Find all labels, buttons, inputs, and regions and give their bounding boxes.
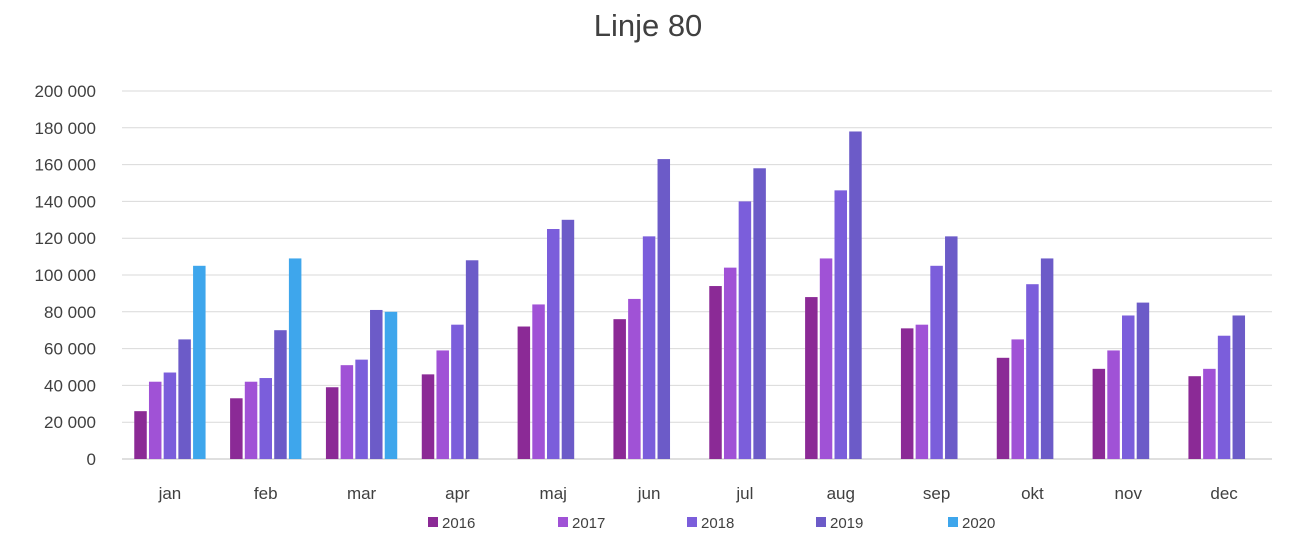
bar-2016-nov	[1092, 368, 1106, 459]
bar-2016-jun	[613, 319, 626, 459]
bar-2020-mar	[384, 311, 398, 459]
legend-swatch-2016	[428, 517, 438, 527]
y-tick-label: 180 000	[35, 119, 96, 138]
bar-2018-mar	[355, 359, 368, 459]
bar-2017-sep	[915, 324, 929, 459]
bar-2016-maj	[517, 326, 531, 459]
bar-2019-jul	[753, 168, 766, 459]
bar-2016-apr	[421, 374, 435, 459]
y-tick-label: 120 000	[35, 229, 96, 248]
bar-2016-dec	[1188, 376, 1201, 459]
bar-2018-sep	[930, 265, 943, 459]
bar-2017-nov	[1107, 350, 1120, 459]
bar-2018-dec	[1217, 335, 1231, 459]
legend-swatch-2018	[687, 517, 697, 527]
x-tick-label: jul	[735, 484, 753, 503]
legend-label: 2016	[442, 515, 475, 532]
legend-label: 2018	[701, 515, 734, 532]
y-tick-label: 140 000	[35, 192, 96, 211]
bar-2018-aug	[834, 190, 847, 460]
bar-2018-jul	[738, 201, 752, 459]
bar-2017-aug	[819, 258, 833, 459]
bar-2017-jun	[628, 298, 641, 459]
chart-title: Linje 80	[593, 8, 703, 43]
x-tick-label: aug	[827, 484, 855, 503]
bar-2019-feb	[274, 330, 287, 459]
legend-label: 2017	[572, 515, 605, 532]
bar-2019-okt	[1040, 258, 1054, 459]
legend-label: 2019	[830, 515, 863, 532]
bar-2018-maj	[547, 229, 560, 459]
bar-2017-apr	[436, 350, 449, 459]
bar-2017-jan	[148, 381, 162, 459]
bar-2020-feb	[288, 258, 302, 459]
bar-2017-jul	[723, 267, 737, 459]
bar-2019-jun	[657, 159, 671, 459]
bar-2019-aug	[849, 131, 862, 460]
y-tick-label: 80 000	[44, 303, 96, 322]
bar-2020-jan	[193, 265, 206, 459]
bar-2019-nov	[1136, 302, 1150, 459]
bar-2016-jul	[709, 286, 722, 459]
bar-2017-mar	[340, 365, 354, 459]
x-tick-label: apr	[445, 484, 470, 503]
legend-swatch-2017	[558, 517, 568, 527]
x-tick-label: dec	[1210, 484, 1238, 503]
bar-2016-sep	[900, 328, 914, 459]
x-axis-tick-labels: jan feb mar apr maj jun jul aug sep okt nov dec	[158, 484, 1239, 503]
bar-2016-jan	[134, 411, 147, 459]
bar-2018-jan	[163, 372, 177, 459]
bar-2016-mar	[325, 387, 339, 459]
bar-2016-feb	[230, 398, 243, 459]
bar-2019-sep	[945, 236, 958, 459]
bar-2018-okt	[1026, 284, 1039, 459]
legend-label: 2020	[962, 515, 995, 532]
bar-2019-apr	[465, 260, 479, 459]
bar-2017-dec	[1203, 368, 1216, 459]
bar-2017-okt	[1011, 339, 1024, 459]
legend-swatch-2020	[948, 517, 958, 527]
bar-2019-dec	[1232, 315, 1246, 459]
bar-2019-maj	[561, 219, 575, 459]
y-tick-label: 0	[87, 450, 96, 469]
bar-2017-maj	[532, 304, 545, 459]
x-tick-label: sep	[923, 484, 950, 503]
x-tick-label: maj	[540, 484, 567, 503]
y-tick-label: 200 000	[35, 82, 96, 101]
x-tick-label: jan	[158, 484, 182, 503]
bar-2018-jun	[642, 236, 656, 459]
y-tick-label: 20 000	[44, 413, 96, 432]
bar-2016-aug	[805, 297, 818, 459]
legend: 2016 2017 2018 2019 2020	[428, 515, 995, 532]
gridlines	[122, 90, 1272, 460]
x-tick-label: mar	[347, 484, 377, 503]
x-tick-label: feb	[254, 484, 278, 503]
legend-swatch-2019	[816, 517, 826, 527]
bar-2019-jan	[178, 339, 191, 459]
x-tick-label: jun	[637, 484, 661, 503]
y-tick-label: 40 000	[44, 376, 96, 395]
bar-2016-okt	[996, 357, 1010, 459]
bar-2018-feb	[259, 378, 272, 459]
x-tick-label: okt	[1021, 484, 1044, 503]
bar-2019-mar	[370, 309, 383, 459]
bar-2017-feb	[244, 381, 258, 459]
bar-2018-nov	[1122, 315, 1135, 459]
bar-2018-apr	[451, 324, 464, 459]
y-tick-label: 160 000	[35, 156, 96, 175]
y-tick-label: 100 000	[35, 266, 96, 285]
bars	[134, 131, 1246, 460]
x-tick-label: nov	[1115, 484, 1143, 503]
y-tick-label: 60 000	[44, 340, 96, 359]
y-axis-tick-labels: 0 20 000 40 000 60 000 80 000 100 000 120 000 1…	[35, 82, 96, 469]
